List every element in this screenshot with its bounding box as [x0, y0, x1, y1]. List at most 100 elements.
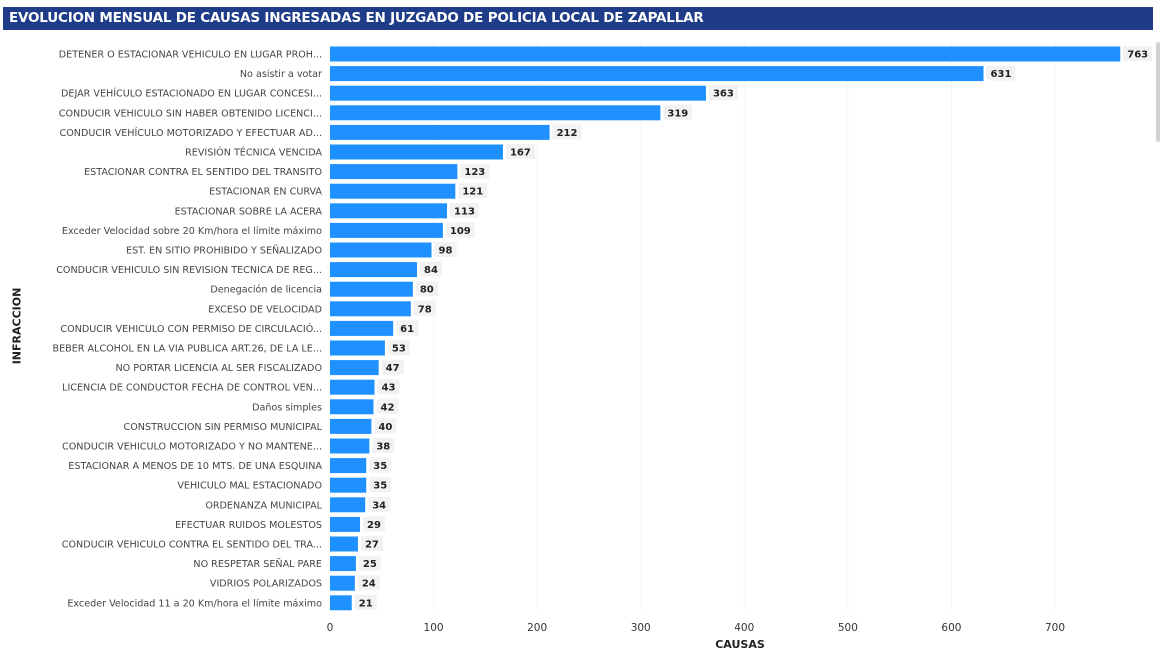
bar	[330, 105, 661, 121]
data-label: 27	[365, 540, 379, 551]
bar	[330, 46, 1121, 62]
bar	[330, 536, 358, 552]
category-label: REVISIÓN TÉCNICA VENCIDA	[185, 146, 322, 159]
category-label: Daños simples	[252, 402, 322, 413]
data-label-background	[363, 516, 386, 532]
bar	[330, 85, 706, 101]
category-label: Exceder Velocidad sobre 20 Km/hora el lí…	[62, 225, 322, 237]
data-label: 319	[667, 108, 688, 119]
bar	[330, 575, 355, 591]
data-label: 763	[1127, 50, 1148, 61]
data-label: 78	[418, 304, 432, 315]
data-label-background	[986, 65, 1016, 81]
category-label: VEHICULO MAL ESTACIONADO	[177, 481, 322, 492]
data-label-background	[374, 418, 397, 434]
data-label: 35	[373, 481, 387, 492]
data-label-background	[505, 144, 535, 159]
x-tick-label: 300	[631, 622, 651, 634]
bar	[330, 203, 448, 219]
data-label: 123	[464, 167, 485, 178]
category-label: LICENCIA DE CONDUCTOR FECHA DE CONTROL V…	[62, 383, 322, 394]
data-label: 53	[392, 344, 406, 355]
bar	[330, 320, 394, 336]
category-label: VIDRIOS POLARIZADOS	[210, 579, 322, 590]
category-label: ORDENANZA MUNICIPAL	[205, 500, 322, 511]
data-label: 109	[450, 226, 471, 237]
bar	[330, 301, 411, 317]
data-label: 21	[359, 598, 373, 609]
category-label: CONDUCIR VEHICULO MOTORIZADO Y NO MANTEN…	[62, 442, 322, 453]
data-label-background	[354, 594, 377, 610]
data-label: 40	[378, 422, 392, 433]
data-label-background	[420, 261, 442, 277]
data-label-background	[358, 555, 381, 571]
data-label-background	[381, 359, 404, 375]
category-label: BEBER ALCOHOL EN LA VIA PUBLICA ART.26, …	[52, 344, 322, 355]
chart-title: EVOLUCION MENSUAL DE CAUSAS INGRESADAS E…	[3, 7, 1153, 30]
data-label-background	[357, 575, 380, 591]
bar	[330, 183, 456, 199]
category-label: CONDUCIR VEHICULO CONTRA EL SENTIDO DEL …	[62, 540, 322, 551]
bar	[330, 242, 432, 258]
category-label: Denegación de licencia	[210, 284, 322, 296]
bar	[330, 477, 367, 493]
data-label-background	[708, 85, 738, 101]
category-label: NO PORTAR LICENCIA AL SER FISCALIZADO	[116, 363, 323, 374]
category-label: NO RESPETAR SEÑAL PARE	[193, 557, 322, 570]
data-label-background	[663, 104, 693, 120]
category-label: ESTACIONAR A MENOS DE 10 MTS. DE UNA ESQ…	[68, 461, 322, 472]
x-axis-label: CAUSAS	[715, 638, 765, 651]
data-label: 38	[376, 442, 390, 453]
y-axis-label: INFRACCION	[10, 287, 24, 365]
bar	[330, 399, 374, 415]
data-label-background	[458, 183, 488, 199]
category-label: DETENER O ESTACIONAR VEHICULO EN LUGAR P…	[59, 50, 322, 61]
data-label: 24	[362, 579, 376, 590]
data-label-background	[387, 340, 410, 355]
bar	[330, 516, 361, 532]
data-label-background	[360, 536, 383, 551]
category-label: EFECTUAR RUIDOS MOLESTOS	[175, 520, 322, 531]
x-tick-label: 700	[1045, 622, 1065, 634]
category-label: CONSTRUCCION SIN PERMISO MUNICIPAL	[124, 422, 323, 433]
category-label: EXCESO DE VELOCIDAD	[208, 304, 322, 315]
data-label: 47	[386, 363, 400, 374]
data-label-background	[369, 477, 392, 493]
data-label-background	[460, 163, 490, 179]
bar	[330, 66, 984, 82]
category-label: ESTACIONAR SOBRE LA ACERA	[175, 206, 323, 217]
x-tick-label: 100	[424, 622, 444, 634]
data-label: 212	[557, 128, 578, 139]
data-label-background	[413, 300, 436, 316]
data-label: 80	[420, 285, 434, 296]
x-tick-label: 400	[734, 622, 754, 634]
data-label-background	[1123, 46, 1153, 61]
data-label: 167	[510, 148, 531, 159]
category-label: CONDUCIR VEHICULO SIN HABER OBTENIDO LIC…	[59, 108, 322, 119]
category-label: CONDUCIR VEHICULO CON PERMISO DE CIRCULA…	[60, 322, 322, 335]
data-label: 113	[454, 206, 475, 217]
data-label-background	[434, 242, 457, 257]
bar	[330, 281, 413, 297]
data-label-background	[552, 124, 582, 140]
data-label-background	[415, 281, 438, 297]
x-tick-label: 500	[838, 622, 858, 634]
data-label-background	[377, 379, 400, 395]
x-tick-label: 0	[327, 622, 334, 634]
data-label: 98	[439, 246, 453, 257]
data-label: 363	[713, 89, 734, 100]
data-label-background	[396, 320, 419, 336]
data-label-background	[372, 438, 395, 453]
data-label-background	[450, 202, 480, 218]
category-label: No asistir a votar	[240, 69, 322, 80]
bar	[330, 124, 550, 140]
data-label: 84	[424, 265, 438, 276]
x-tick-label: 200	[527, 622, 547, 634]
scrollbar[interactable]	[1156, 42, 1160, 142]
bar	[330, 595, 352, 611]
x-tick-label: 600	[941, 622, 961, 634]
data-label: 42	[381, 402, 395, 413]
data-label: 29	[367, 520, 381, 531]
data-label-background	[369, 457, 392, 473]
